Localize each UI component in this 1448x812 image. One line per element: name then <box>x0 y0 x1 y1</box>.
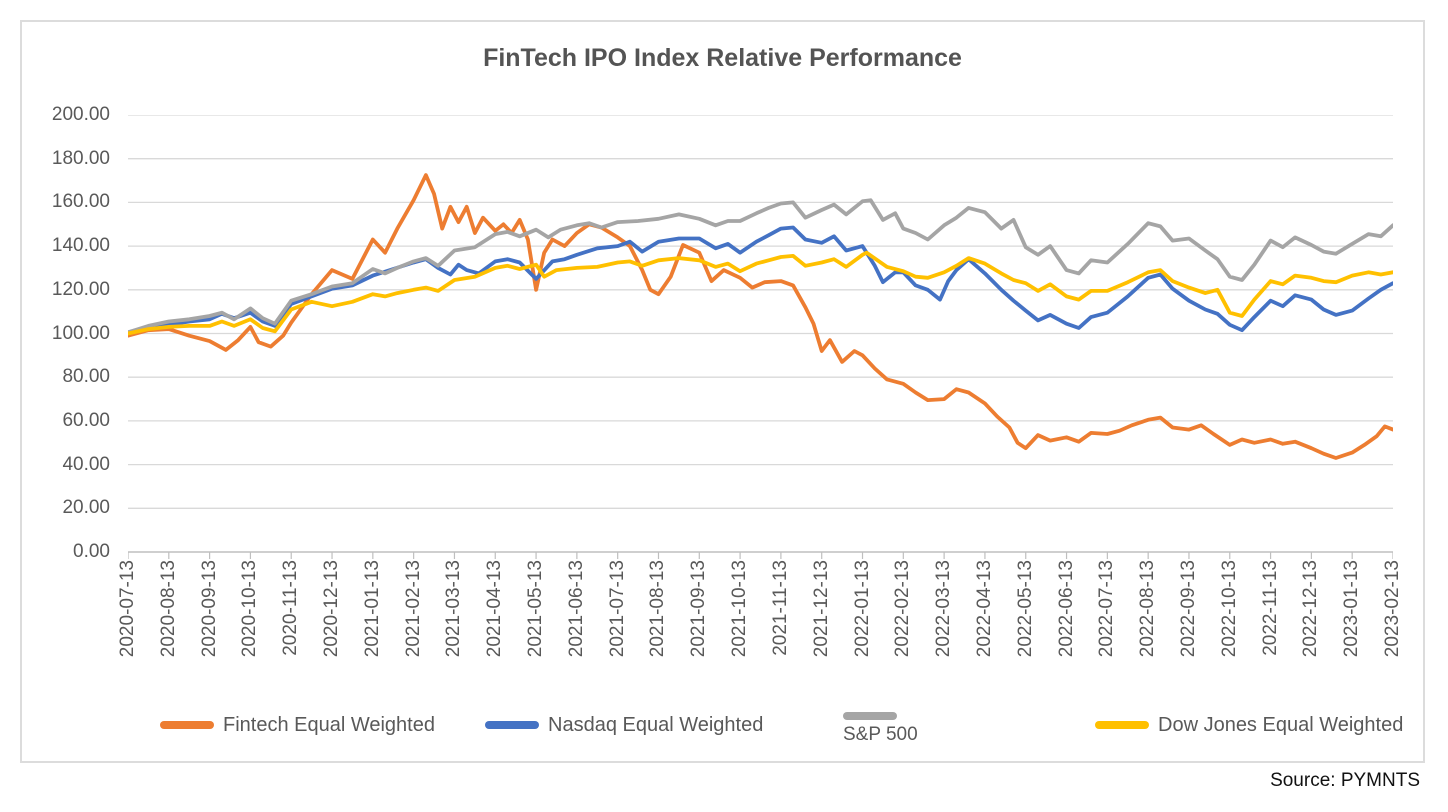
y-tick-label: 0.00 <box>73 541 110 562</box>
x-tick-label: 2022-01-13 <box>851 560 873 658</box>
x-tick-label: 2022-08-13 <box>1137 560 1159 658</box>
y-tick-label: 20.00 <box>62 497 110 519</box>
x-tick-label: 2020-07-13 <box>117 560 138 658</box>
x-tick-label: 2021-11-13 <box>769 560 791 656</box>
legend-swatch-fintech-equal-weighted <box>160 721 214 729</box>
x-tick-label: 2022-02-13 <box>892 560 914 658</box>
legend-swatch-dow-jones-equal-weighted <box>1095 721 1149 729</box>
x-tick-label: 2021-12-13 <box>810 560 832 658</box>
y-tick-label: 80.00 <box>62 366 110 388</box>
x-tick-label: 2022-05-13 <box>1014 560 1036 658</box>
x-tick-label: 2022-04-13 <box>973 560 995 658</box>
x-tick-label: 2023-02-13 <box>1382 560 1403 658</box>
legend-label: S&P 500 <box>843 724 918 745</box>
x-tick-label: 2021-03-13 <box>443 560 465 658</box>
legend-item-s-p-500: S&P 500 <box>843 705 918 746</box>
x-tick-label: 2021-10-13 <box>729 560 751 658</box>
plot-area <box>128 115 1393 559</box>
x-tick-label: 2020-11-13 <box>280 560 302 656</box>
x-tick-label: 2022-07-13 <box>1096 560 1118 658</box>
series-line-dow-jones-equal-weighted <box>128 250 1393 336</box>
x-tick-label: 2022-12-13 <box>1300 560 1322 658</box>
y-tick-label: 40.00 <box>62 453 110 475</box>
x-tick-label: 2021-07-13 <box>606 560 628 658</box>
chart-frame <box>20 20 1425 763</box>
series-line-nasdaq-equal-weighted <box>128 225 1393 335</box>
x-tick-label: 2022-09-13 <box>1177 560 1199 658</box>
y-tick-label: 140.00 <box>51 235 110 257</box>
x-tick-label: 2021-05-13 <box>525 560 547 658</box>
y-tick-label: 160.00 <box>51 191 110 213</box>
x-tick-label: 2020-12-13 <box>321 560 343 658</box>
x-tick-label: 2022-11-13 <box>1259 560 1281 656</box>
y-tick-label: 100.00 <box>51 322 110 344</box>
legend-label: Fintech Equal Weighted <box>223 713 435 736</box>
legend-label: Nasdaq Equal Weighted <box>548 713 764 736</box>
legend-swatch-nasdaq-equal-weighted <box>485 721 539 729</box>
legend-swatch-s-p-500 <box>843 712 897 720</box>
x-tick-label: 2021-06-13 <box>565 560 587 658</box>
x-tick-label: 2021-09-13 <box>688 560 710 658</box>
x-tick-label: 2021-08-13 <box>647 560 669 658</box>
x-tick-label: 2020-10-13 <box>239 560 261 658</box>
x-tick-label: 2020-09-13 <box>198 560 220 658</box>
x-tick-label: 2021-04-13 <box>484 560 506 658</box>
x-tick-label: 2020-08-13 <box>157 560 179 658</box>
series-line-fintech-equal-weighted <box>128 173 1393 460</box>
legend-item-fintech-equal-weighted: Fintech Equal Weighted <box>160 712 435 738</box>
source-note: Source: PYMNTS <box>1270 770 1420 791</box>
y-tick-label: 60.00 <box>62 409 110 431</box>
y-tick-label: 180.00 <box>51 147 110 169</box>
legend-item-dow-jones-equal-weighted: Dow Jones Equal Weighted <box>1095 712 1403 738</box>
series-line-s-p-500 <box>128 198 1393 335</box>
x-tick-label: 2022-06-13 <box>1055 560 1077 658</box>
x-tick-label: 2022-03-13 <box>933 560 955 658</box>
x-tick-label: 2023-01-13 <box>1341 560 1363 658</box>
legend-label: Dow Jones Equal Weighted <box>1158 713 1404 736</box>
chart-title: FinTech IPO Index Relative Performance <box>483 44 962 72</box>
x-tick-label: 2022-10-13 <box>1218 560 1240 658</box>
x-tick-label: 2021-01-13 <box>361 560 383 658</box>
y-tick-label: 200.00 <box>51 104 110 125</box>
legend-item-nasdaq-equal-weighted: Nasdaq Equal Weighted <box>485 712 763 738</box>
y-tick-label: 120.00 <box>51 278 110 300</box>
x-tick-label: 2021-02-13 <box>402 560 424 658</box>
